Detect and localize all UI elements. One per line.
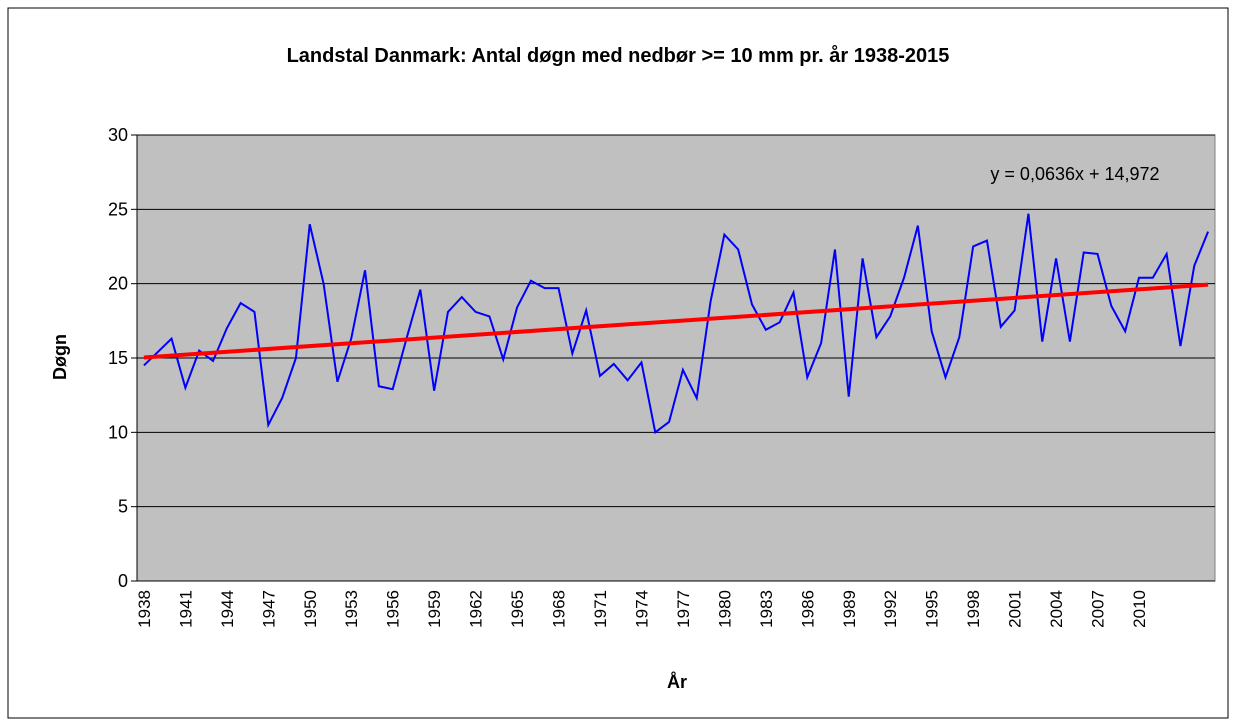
y-tick-label: 10 xyxy=(108,422,128,442)
x-tick-label: 1971 xyxy=(591,590,610,628)
y-tick-label: 25 xyxy=(108,199,128,219)
x-tick-label: 1947 xyxy=(259,590,278,628)
x-tick-label: 1983 xyxy=(757,590,776,628)
x-tick-label: 1944 xyxy=(218,590,237,628)
x-tick-label: 1968 xyxy=(550,590,569,628)
trend-equation: y = 0,0636x + 14,972 xyxy=(990,164,1159,184)
x-tick-label: 1965 xyxy=(508,590,527,628)
x-tick-label: 1953 xyxy=(342,590,361,628)
y-tick-label: 15 xyxy=(108,348,128,368)
trendline xyxy=(143,282,1209,360)
x-tick-label: 1992 xyxy=(881,590,900,628)
data-line xyxy=(143,213,1210,435)
x-tick-label: 1995 xyxy=(923,590,942,628)
y-tick-label: 0 xyxy=(118,571,128,591)
y-axis-label: Døgn xyxy=(50,334,70,380)
x-tick-label: 1974 xyxy=(632,590,651,628)
x-tick-label: 2004 xyxy=(1047,590,1066,628)
x-tick-label: 1941 xyxy=(176,590,195,628)
x-tick-label: 1986 xyxy=(798,590,817,628)
x-tick-label: 2010 xyxy=(1130,590,1149,628)
x-tick-label: 1956 xyxy=(384,590,403,628)
x-tick-label: 1959 xyxy=(425,590,444,628)
x-tick-label: 1980 xyxy=(715,590,734,628)
y-tick-label: 20 xyxy=(108,274,128,294)
x-tick-label: 1938 xyxy=(135,590,154,628)
x-tick-label: 2001 xyxy=(1006,590,1025,628)
x-axis-label: År xyxy=(667,672,687,692)
x-tick-label: 1950 xyxy=(301,590,320,628)
x-tick-label: 1989 xyxy=(840,590,859,628)
y-tick-label: 30 xyxy=(108,125,128,145)
x-tick-label: 1962 xyxy=(467,590,486,628)
x-tick-label: 2007 xyxy=(1089,590,1108,628)
y-tick-label: 5 xyxy=(118,497,128,517)
x-tick-label: 1998 xyxy=(964,590,983,628)
x-tick-label: 1977 xyxy=(674,590,693,628)
chart-title: Landstal Danmark: Antal døgn med nedbør … xyxy=(287,44,950,67)
